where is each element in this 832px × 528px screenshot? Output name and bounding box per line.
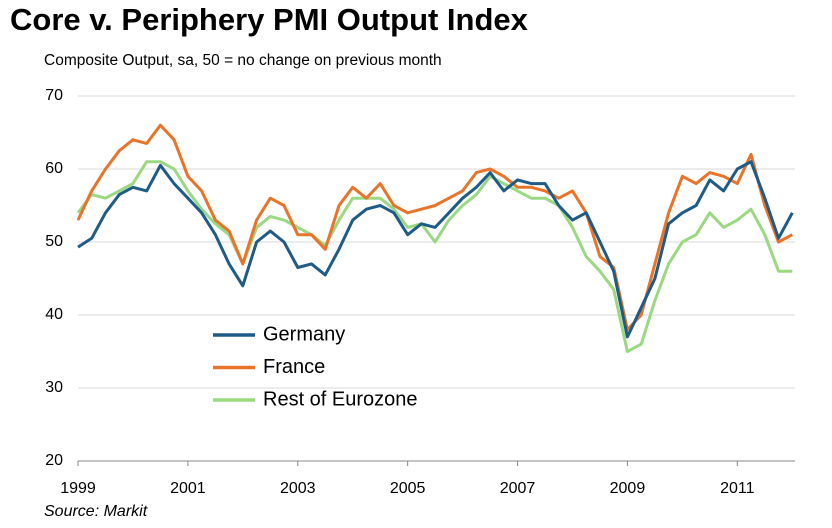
x-tick-label: 2011	[720, 480, 755, 497]
y-tick-label: 70	[45, 87, 63, 104]
y-tick-label: 30	[45, 379, 63, 396]
y-tick-label: 60	[45, 160, 63, 177]
x-tick-label: 1999	[60, 480, 96, 497]
y-tick-label: 40	[45, 306, 63, 323]
series-line	[76, 160, 793, 353]
x-tick-label: 2005	[390, 480, 426, 497]
x-tick-label: 2003	[280, 480, 316, 497]
source: Source: Markit	[44, 503, 148, 520]
y-tick-label: 50	[45, 233, 63, 250]
x-tick-label: 2001	[170, 480, 206, 497]
y-tick-label: 20	[45, 452, 63, 469]
legend-label: Germany	[263, 323, 345, 345]
x-tick-label: 2009	[610, 480, 646, 497]
x-tick-label: 2007	[500, 480, 536, 497]
chart-title: Core v. Periphery PMI Output Index	[10, 2, 529, 37]
legend-label: France	[263, 356, 325, 378]
series-line	[76, 123, 794, 332]
chart-subtitle: Composite Output, sa, 50 = no change on …	[44, 52, 442, 69]
legend-label: Rest of Eurozone	[263, 388, 418, 410]
series-line	[77, 160, 794, 339]
